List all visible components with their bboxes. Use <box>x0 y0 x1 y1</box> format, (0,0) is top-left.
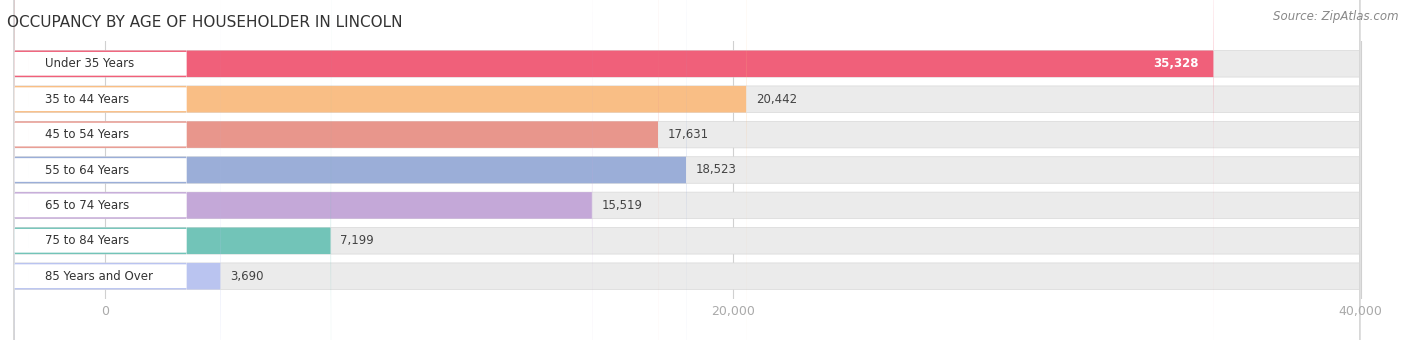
Text: 18,523: 18,523 <box>696 164 737 176</box>
FancyBboxPatch shape <box>14 0 1360 340</box>
FancyBboxPatch shape <box>14 0 187 335</box>
Text: Under 35 Years: Under 35 Years <box>45 57 134 70</box>
FancyBboxPatch shape <box>14 0 1360 340</box>
FancyBboxPatch shape <box>14 5 187 340</box>
Text: OCCUPANCY BY AGE OF HOUSEHOLDER IN LINCOLN: OCCUPANCY BY AGE OF HOUSEHOLDER IN LINCO… <box>7 15 402 30</box>
FancyBboxPatch shape <box>14 0 1360 340</box>
FancyBboxPatch shape <box>14 0 221 340</box>
Text: 65 to 74 Years: 65 to 74 Years <box>45 199 129 212</box>
FancyBboxPatch shape <box>14 0 1360 340</box>
FancyBboxPatch shape <box>14 0 1360 340</box>
Text: Source: ZipAtlas.com: Source: ZipAtlas.com <box>1274 10 1399 23</box>
FancyBboxPatch shape <box>14 0 592 340</box>
Text: 3,690: 3,690 <box>231 270 264 283</box>
FancyBboxPatch shape <box>14 0 658 340</box>
Text: 55 to 64 Years: 55 to 64 Years <box>45 164 129 176</box>
FancyBboxPatch shape <box>14 0 1360 340</box>
FancyBboxPatch shape <box>14 0 686 340</box>
FancyBboxPatch shape <box>14 0 187 340</box>
FancyBboxPatch shape <box>14 0 187 340</box>
FancyBboxPatch shape <box>14 0 1360 340</box>
Text: 15,519: 15,519 <box>602 199 643 212</box>
Text: 45 to 54 Years: 45 to 54 Years <box>45 128 129 141</box>
FancyBboxPatch shape <box>14 0 330 340</box>
Text: 75 to 84 Years: 75 to 84 Years <box>45 234 129 247</box>
Text: 17,631: 17,631 <box>668 128 709 141</box>
FancyBboxPatch shape <box>14 0 1213 340</box>
FancyBboxPatch shape <box>14 0 187 340</box>
Text: 7,199: 7,199 <box>340 234 374 247</box>
FancyBboxPatch shape <box>14 0 187 340</box>
FancyBboxPatch shape <box>14 0 187 340</box>
Text: 35,328: 35,328 <box>1153 57 1198 70</box>
Text: 85 Years and Over: 85 Years and Over <box>45 270 153 283</box>
Text: 35 to 44 Years: 35 to 44 Years <box>45 93 129 106</box>
FancyBboxPatch shape <box>14 0 747 340</box>
Text: 20,442: 20,442 <box>756 93 797 106</box>
